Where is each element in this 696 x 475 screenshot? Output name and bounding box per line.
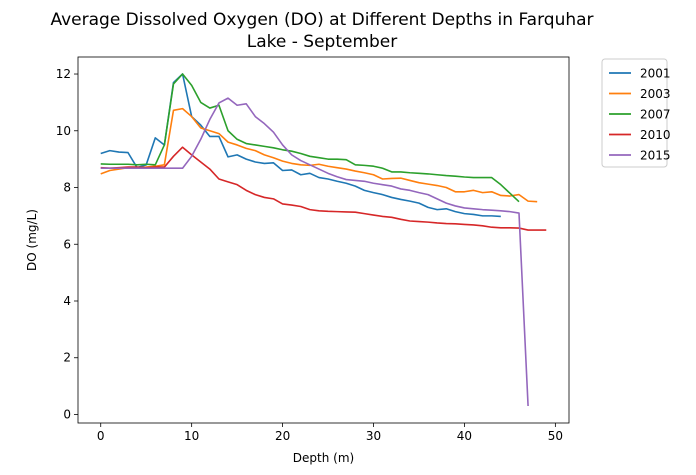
y-tick-label: 2 — [63, 351, 71, 365]
series-line-2003 — [100, 107, 538, 203]
series-line-2015 — [100, 97, 529, 407]
y-tick-label: 4 — [63, 294, 71, 308]
x-tick-label: 10 — [184, 429, 199, 443]
x-tick-label: 20 — [275, 429, 290, 443]
x-axis: 0 10 20 30 40 50 — [97, 423, 563, 443]
y-axis-label: DO (mg/L) — [25, 209, 39, 271]
legend: 2001 2003 2007 2010 2015 — [601, 58, 671, 168]
y-axis: 0 2 4 6 8 10 12 — [56, 67, 78, 421]
legend-label-2001: 2001 — [640, 67, 671, 81]
legend-label-2003: 2003 — [640, 87, 671, 101]
x-tick-label: 30 — [366, 429, 381, 443]
x-tick-label: 50 — [548, 429, 563, 443]
plot-series — [100, 73, 547, 407]
series-line-2007 — [100, 73, 520, 203]
y-tick-label: 8 — [63, 181, 71, 195]
chart-title-line-1: Average Dissolved Oxygen (DO) at Differe… — [50, 10, 593, 30]
x-tick-label: 0 — [97, 429, 105, 443]
x-tick-label: 40 — [457, 429, 472, 443]
y-tick-label: 12 — [56, 67, 71, 81]
y-tick-label: 0 — [63, 407, 71, 421]
plot-frame — [77, 56, 570, 424]
y-tick-label: 6 — [63, 237, 71, 251]
y-tick-label: 10 — [56, 124, 71, 138]
legend-label-2010: 2010 — [640, 128, 671, 142]
series-line-2001 — [100, 73, 501, 218]
x-axis-label: Depth (m) — [293, 451, 354, 465]
legend-label-2007: 2007 — [640, 108, 671, 122]
legend-label-2015: 2015 — [640, 149, 671, 163]
series-line-2010 — [100, 146, 547, 231]
chart-title-line-2: Lake - September — [247, 32, 398, 52]
legend-box — [601, 58, 668, 168]
